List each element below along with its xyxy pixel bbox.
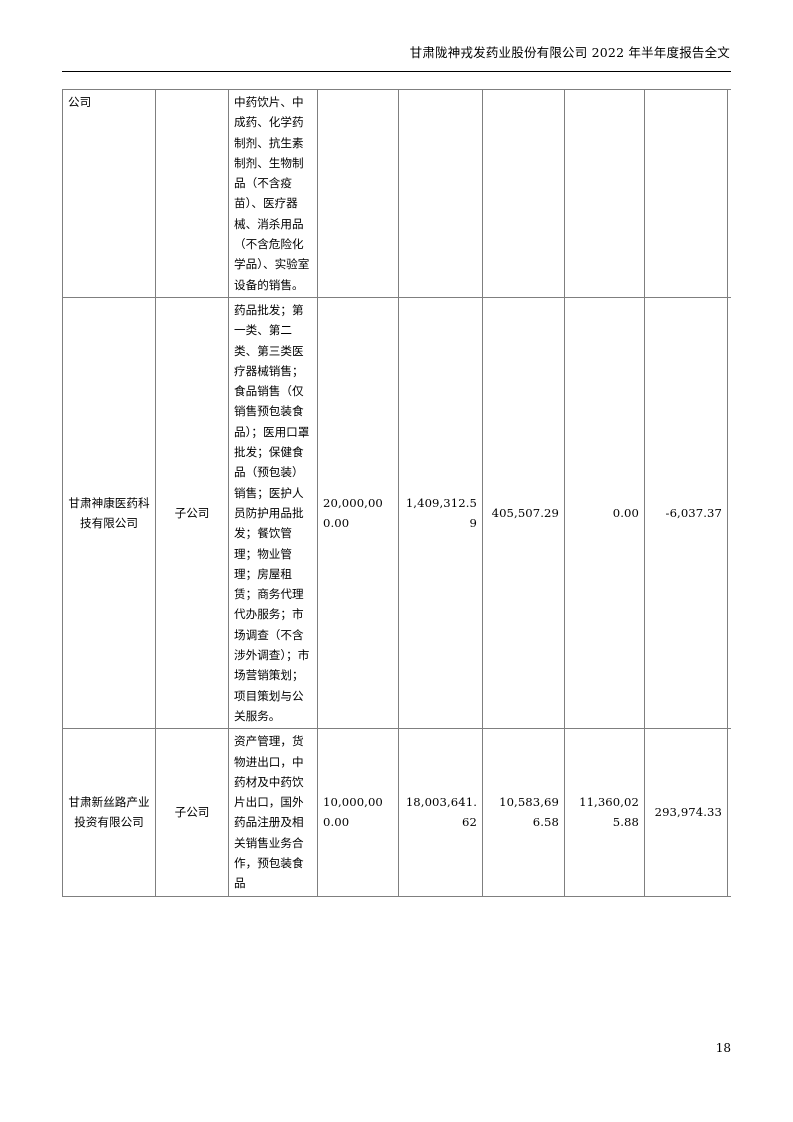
cell-business-scope: 资产管理，货物进出口，中药材及中药饮片出口，国外药品注册及相关销售业务合作，预包… — [228, 728, 318, 897]
cell-net-assets: 10,583,696.58 — [482, 728, 565, 897]
cell-net-assets: 405,507.29 — [482, 296, 565, 730]
subsidiary-table-container: 公司 中药饮片、中成药、化学药制剂、抗生素制剂、生物制品（不含疫苗）、医疗器械、… — [62, 89, 731, 1026]
cell-company-name: 甘肃新丝路产业投资有限公司 — [62, 728, 156, 897]
page-number: 18 — [715, 1041, 731, 1055]
running-header-title: 甘肃陇神戎发药业股份有限公司 2022 年半年度报告全文 — [409, 45, 730, 60]
cell-net-assets — [482, 89, 565, 298]
header-divider-rule — [62, 71, 731, 72]
cell-total-assets: 18,003,641.62 — [398, 728, 483, 897]
table-row: 公司 中药饮片、中成药、化学药制剂、抗生素制剂、生物制品（不含疫苗）、医疗器械、… — [62, 89, 731, 298]
cell-company-type — [155, 89, 229, 298]
cell-business-scope: 中药饮片、中成药、化学药制剂、抗生素制剂、生物制品（不含疫苗）、医疗器械、消杀用… — [228, 89, 318, 298]
cell-registered-capital: 10,000,000.00 — [317, 728, 399, 897]
table-row: 甘肃新丝路产业投资有限公司 子公司 资产管理，货物进出口，中药材及中药饮片出口，… — [62, 728, 731, 897]
subsidiary-table: 公司 中药饮片、中成药、化学药制剂、抗生素制剂、生物制品（不含疫苗）、医疗器械、… — [62, 89, 731, 897]
cell-total-assets — [398, 89, 483, 298]
cell-company-name: 公司 — [62, 89, 156, 298]
cell-company-type: 子公司 — [155, 728, 229, 897]
cell-registered-capital — [317, 89, 399, 298]
cell-company-name: 甘肃神康医药科技有限公司 — [62, 296, 156, 730]
cell-total-assets: 1,409,312.59 — [398, 296, 483, 730]
cell-net-profit: 278,214.85 — [727, 728, 731, 897]
cell-revenue — [564, 89, 645, 298]
running-header: 甘肃陇神戎发药业股份有限公司 2022 年半年度报告全文 — [62, 44, 730, 74]
cell-net-profit — [727, 89, 731, 298]
cell-registered-capital: 20,000,000.00 — [317, 296, 399, 730]
table-row: 甘肃神康医药科技有限公司 子公司 药品批发；第一类、第二类、第三类医疗器械销售；… — [62, 296, 731, 730]
cell-business-scope: 药品批发；第一类、第二类、第三类医疗器械销售；食品销售（仅销售预包装食品）；医用… — [228, 296, 318, 730]
cell-operating-profit: 293,974.33 — [644, 728, 728, 897]
cell-revenue: 11,360,025.88 — [564, 728, 645, 897]
cell-revenue: 0.00 — [564, 296, 645, 730]
cell-company-type: 子公司 — [155, 296, 229, 730]
cell-operating-profit — [644, 89, 728, 298]
cell-net-profit: -6,037.37 — [727, 296, 731, 730]
cell-operating-profit: -6,037.37 — [644, 296, 728, 730]
